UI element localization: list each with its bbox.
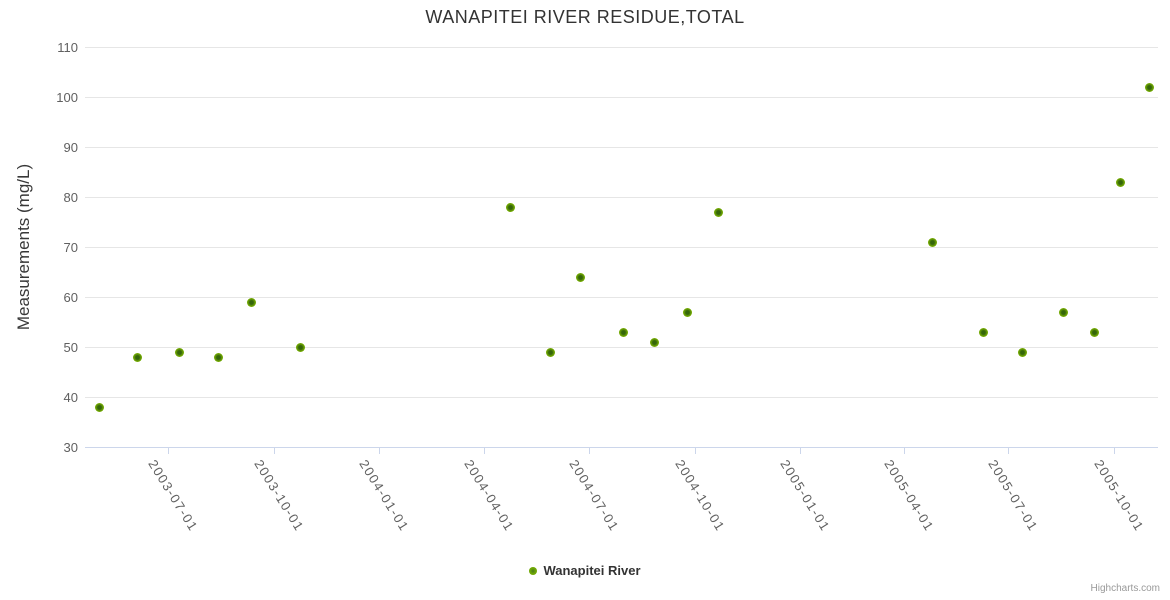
x-axis-tick-label: 2004-07-01 xyxy=(565,457,622,535)
x-axis-tick-label: 2005-04-01 xyxy=(881,457,938,535)
data-point[interactable] xyxy=(213,352,223,362)
y-axis-tick-label: 90 xyxy=(63,140,78,155)
x-axis-tick-label: 2005-07-01 xyxy=(985,457,1042,535)
x-axis-tick xyxy=(273,448,275,454)
data-point[interactable] xyxy=(295,342,305,352)
data-point[interactable] xyxy=(133,352,143,362)
x-axis-tick xyxy=(800,448,802,454)
x-axis-tick-label: 2004-10-01 xyxy=(671,457,728,535)
y-axis-tick-label: 30 xyxy=(63,440,78,455)
y-axis-tick-label: 100 xyxy=(56,90,78,105)
data-point[interactable] xyxy=(1115,177,1125,187)
x-axis-tick xyxy=(484,448,486,454)
data-point[interactable] xyxy=(576,272,586,282)
data-point[interactable] xyxy=(714,207,724,217)
x-axis-tick-label: 2005-01-01 xyxy=(777,457,834,535)
chart-title: WANAPITEI RIVER RESIDUE,TOTAL xyxy=(425,7,745,27)
data-point[interactable] xyxy=(95,402,105,412)
x-axis-tick xyxy=(694,448,696,454)
data-point[interactable] xyxy=(1059,307,1069,317)
x-axis-tick xyxy=(167,448,169,454)
highcharts-credits-link[interactable]: Highcharts.com xyxy=(1090,583,1160,594)
y-axis-tick-label: 70 xyxy=(63,240,78,255)
y-gridline xyxy=(85,47,1158,48)
data-point[interactable] xyxy=(506,202,516,212)
y-axis-tick-label: 110 xyxy=(57,40,78,55)
x-axis-tick xyxy=(588,448,590,454)
x-axis-tick xyxy=(1114,448,1116,454)
data-point[interactable] xyxy=(928,237,938,247)
x-axis-tick-label: 2004-04-01 xyxy=(461,457,518,535)
data-point[interactable] xyxy=(1145,82,1155,92)
y-gridline xyxy=(85,347,1158,348)
data-point[interactable] xyxy=(1017,347,1027,357)
y-gridline xyxy=(85,297,1158,298)
y-axis-tick-label: 40 xyxy=(63,390,78,405)
x-axis-tick-label: 2004-01-01 xyxy=(356,457,413,535)
y-gridline xyxy=(85,197,1158,198)
y-axis-tick-label: 60 xyxy=(63,290,78,305)
y-gridline xyxy=(85,397,1158,398)
y-axis-tick-label: 80 xyxy=(63,190,78,205)
x-axis-tick-label: 2003-07-01 xyxy=(145,457,201,535)
data-point[interactable] xyxy=(649,337,659,347)
x-axis-tick-label: 2003-10-01 xyxy=(250,457,307,535)
y-gridline xyxy=(85,247,1158,248)
data-point[interactable] xyxy=(618,327,628,337)
y-gridline xyxy=(85,147,1158,148)
y-axis-tick-label: 50 xyxy=(63,340,78,355)
legend-series-label: Wanapitei River xyxy=(543,563,641,578)
data-point[interactable] xyxy=(247,297,257,307)
x-axis-tick xyxy=(1008,448,1010,454)
y-gridline xyxy=(85,97,1158,98)
data-point[interactable] xyxy=(978,327,988,337)
x-axis-tick xyxy=(379,448,381,454)
x-axis-line xyxy=(85,447,1158,448)
data-point[interactable] xyxy=(683,307,693,317)
data-point[interactable] xyxy=(546,347,556,357)
x-axis-tick-label: 2005-10-01 xyxy=(1091,457,1148,535)
legend[interactable]: Wanapitei River xyxy=(0,563,1170,578)
legend-marker-icon xyxy=(529,566,538,575)
x-axis-tick xyxy=(903,448,905,454)
data-point[interactable] xyxy=(1090,327,1100,337)
data-point[interactable] xyxy=(174,347,184,357)
